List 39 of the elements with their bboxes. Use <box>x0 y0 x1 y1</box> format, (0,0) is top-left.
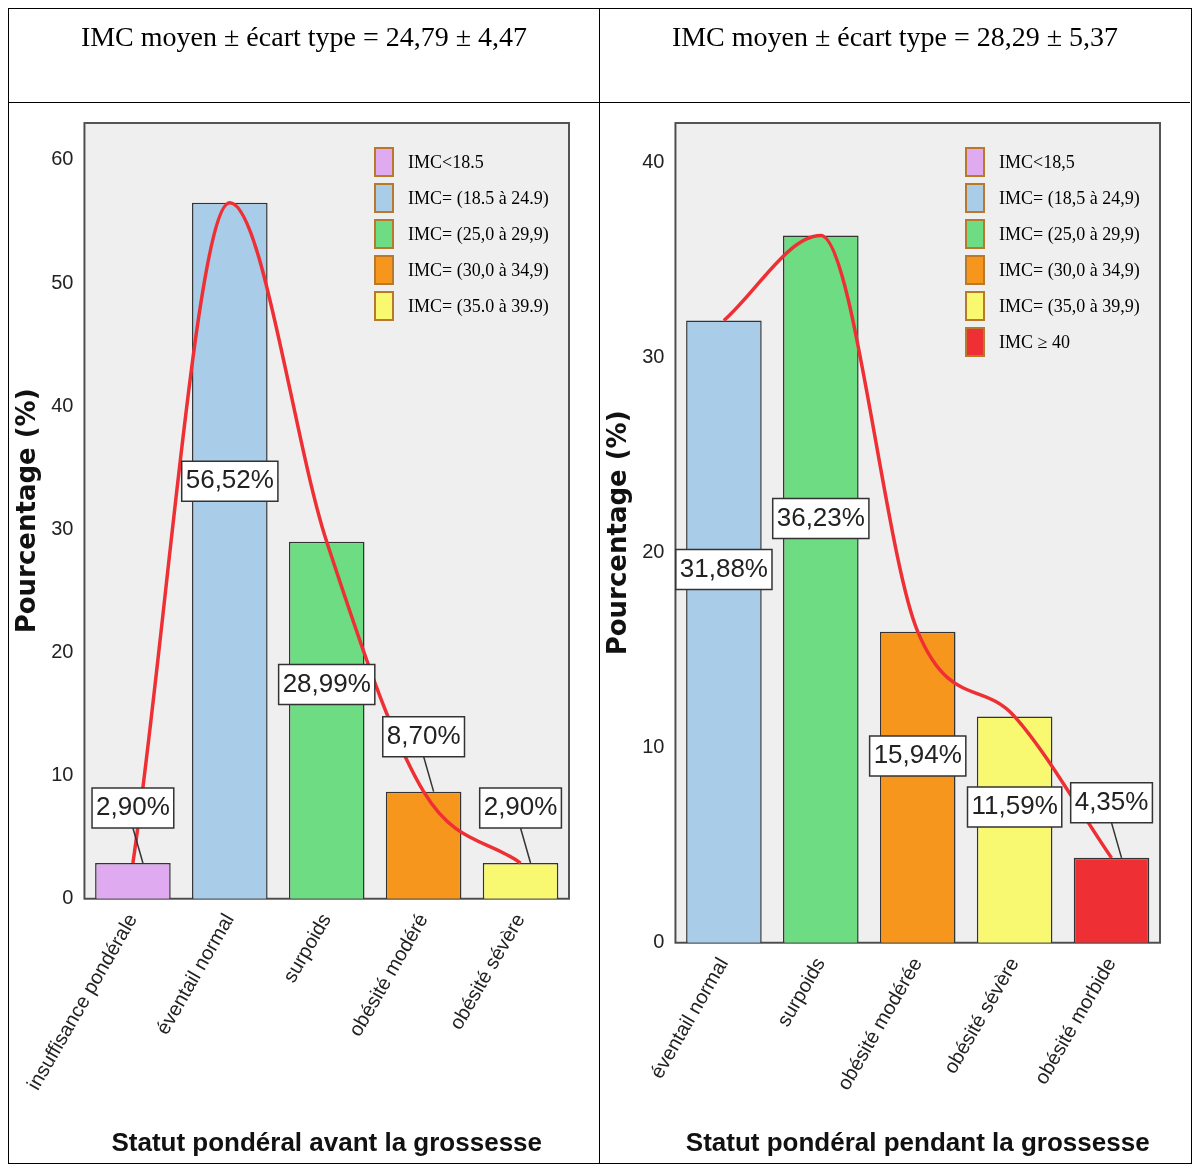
y-tick-label: 10 <box>642 735 665 758</box>
data-label: 4,35% <box>1074 786 1149 817</box>
chart-title: IMC moyen ± écart type = 24,79 ± 4,47 <box>9 9 599 103</box>
y-tick-label: 40 <box>51 393 74 416</box>
data-label: 28,99% <box>282 667 371 698</box>
chart-title: IMC moyen ± écart type = 28,29 ± 5,37 <box>600 9 1190 103</box>
data-label: 2,90% <box>96 791 170 822</box>
data-label: 2,90% <box>483 791 558 822</box>
legend-label: IMC= (30,0 à 34,9) <box>408 259 549 281</box>
data-label: 8,70% <box>386 719 461 750</box>
y-tick-label: 40 <box>642 149 665 172</box>
legend-label: IMC= (35.0 à 39.9) <box>408 295 549 317</box>
data-label: 11,59% <box>971 790 1058 821</box>
legend-label: IMC= (35,0 à 39,9) <box>999 295 1140 317</box>
data-label: 56,52% <box>185 464 274 495</box>
legend-label: IMC= (25,0 à 29,9) <box>999 223 1140 245</box>
legend-label: IMC= (18.5 à 24.9) <box>408 187 549 209</box>
y-tick-label: 0 <box>62 886 74 909</box>
y-tick-label: 60 <box>51 147 74 170</box>
y-axis-title: Pourcentage (%) <box>11 388 42 634</box>
x-axis-title: Statut pondéral pendant la grossesse <box>685 1126 1150 1157</box>
data-label: 15,94% <box>873 739 962 770</box>
y-tick-label: 30 <box>51 516 74 539</box>
y-tick-label: 30 <box>642 344 665 367</box>
y-tick-label: 20 <box>642 539 665 562</box>
y-tick-label: 50 <box>51 270 74 293</box>
data-label: 31,88% <box>679 552 768 583</box>
y-axis-title: Pourcentage (%) <box>602 410 633 656</box>
legend-label: IMC= (18,5 à 24,9) <box>999 187 1140 209</box>
legend-label: IMC ≥ 40 <box>999 331 1070 353</box>
legend-label: IMC= (25,0 à 29,9) <box>408 223 549 245</box>
y-tick-label: 20 <box>51 640 74 663</box>
legend-label: IMC<18.5 <box>408 151 484 173</box>
data-label: 36,23% <box>776 501 865 532</box>
legend-label: IMC= (30,0 à 34,9) <box>999 259 1140 281</box>
y-tick-label: 0 <box>653 930 665 953</box>
x-axis-title: Statut pondéral avant la grossesse <box>111 1126 543 1157</box>
legend-label: IMC<18,5 <box>999 151 1075 173</box>
y-tick-label: 10 <box>51 763 74 786</box>
